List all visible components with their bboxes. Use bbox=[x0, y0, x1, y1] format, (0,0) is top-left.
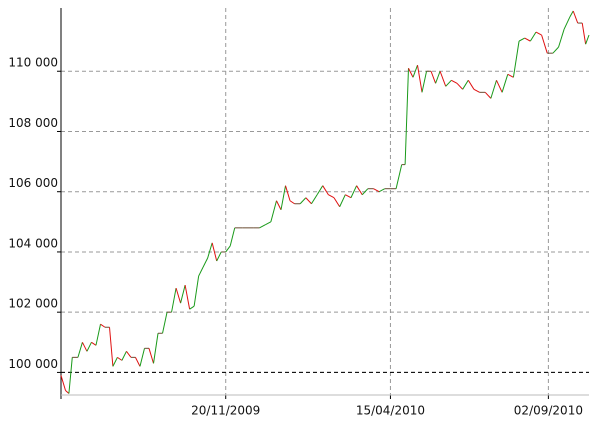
line-segment bbox=[529, 31, 537, 42]
line-segment bbox=[473, 88, 480, 93]
line-segment bbox=[569, 10, 574, 18]
line-segment bbox=[563, 16, 571, 30]
line-segment bbox=[496, 80, 503, 93]
line-segment bbox=[445, 79, 452, 87]
line-segment bbox=[259, 224, 266, 229]
line-segment bbox=[572, 10, 579, 24]
line-segment bbox=[171, 287, 177, 313]
line-segment bbox=[270, 200, 277, 222]
line-segment bbox=[316, 185, 324, 195]
line-segment bbox=[356, 185, 363, 195]
line-segment bbox=[225, 245, 231, 253]
line-segment bbox=[202, 257, 209, 268]
line-segment bbox=[581, 22, 587, 45]
line-segment bbox=[507, 73, 514, 78]
line-segment bbox=[207, 242, 213, 259]
line-segment bbox=[162, 312, 168, 334]
line-segment bbox=[484, 91, 492, 99]
line-segment bbox=[518, 37, 525, 42]
line-segment bbox=[552, 46, 559, 54]
line-segment bbox=[280, 185, 287, 210]
x-tick-label: 02/09/2010 bbox=[514, 404, 583, 418]
line-segment bbox=[189, 305, 195, 310]
line-segment bbox=[299, 197, 307, 205]
line-segment bbox=[541, 34, 548, 54]
line-segment bbox=[439, 71, 447, 87]
line-segment bbox=[430, 71, 437, 84]
line-segment bbox=[328, 194, 335, 199]
line-segment bbox=[60, 375, 66, 391]
line-segment bbox=[276, 200, 282, 211]
line-segment bbox=[490, 80, 497, 99]
line-segment bbox=[395, 164, 403, 189]
line-segment bbox=[524, 37, 531, 42]
line-segment bbox=[339, 194, 346, 207]
line-segment bbox=[95, 324, 101, 346]
line-segment bbox=[184, 284, 191, 310]
line-segment bbox=[417, 65, 423, 93]
line-segment bbox=[512, 41, 520, 78]
line-segment bbox=[311, 194, 318, 205]
line-segment bbox=[345, 194, 352, 199]
line-segment bbox=[305, 197, 312, 205]
line-segment bbox=[333, 197, 341, 208]
line-segment bbox=[68, 357, 73, 394]
line-segment bbox=[373, 188, 380, 193]
line-segment bbox=[135, 357, 141, 367]
line-segment bbox=[535, 31, 542, 36]
line-segment bbox=[117, 356, 123, 361]
line-segment bbox=[65, 390, 70, 394]
line-segment bbox=[193, 275, 200, 307]
y-tick-label: 110 000 bbox=[8, 56, 58, 70]
line-segment bbox=[198, 266, 204, 277]
line-segment bbox=[408, 68, 414, 78]
line-segment bbox=[289, 200, 295, 205]
line-segment bbox=[361, 188, 369, 196]
line-segment bbox=[216, 251, 222, 262]
y-tick-label: 100 000 bbox=[8, 357, 58, 371]
line-segment bbox=[558, 28, 565, 48]
line-segment bbox=[451, 79, 458, 84]
line-segment bbox=[126, 351, 132, 358]
line-segment bbox=[421, 71, 428, 93]
line-segment bbox=[153, 333, 159, 364]
line-segment bbox=[175, 287, 182, 304]
line-segment bbox=[350, 185, 358, 198]
line-segment bbox=[81, 342, 88, 352]
line-segment bbox=[86, 342, 92, 352]
line-segment bbox=[378, 188, 386, 193]
y-tick-label: 106 000 bbox=[8, 176, 58, 190]
x-tick-label: 15/04/2010 bbox=[356, 404, 425, 418]
line-segment bbox=[121, 351, 127, 361]
line-segment bbox=[462, 80, 469, 90]
line-segment bbox=[77, 342, 83, 358]
line-segment bbox=[456, 82, 464, 90]
line-segment bbox=[180, 284, 186, 304]
line-segment bbox=[285, 185, 291, 201]
line-segment bbox=[435, 71, 441, 84]
line-segment bbox=[148, 348, 154, 364]
line-segment bbox=[91, 341, 97, 346]
line-segment bbox=[264, 221, 272, 226]
line-segment bbox=[229, 227, 236, 247]
line-segment bbox=[404, 68, 409, 165]
line-segment bbox=[211, 242, 218, 262]
line-segment bbox=[322, 185, 329, 195]
line-segment bbox=[501, 74, 509, 93]
x-tick-label: 20/11/2009 bbox=[191, 404, 260, 418]
line-segment bbox=[467, 80, 475, 90]
line-segment bbox=[109, 327, 114, 367]
line-segment bbox=[100, 323, 106, 328]
line-segment bbox=[112, 357, 118, 367]
y-tick-label: 104 000 bbox=[8, 236, 58, 250]
line-segment bbox=[139, 348, 145, 367]
line-segment bbox=[412, 65, 418, 78]
y-tick-label: 108 000 bbox=[8, 116, 58, 130]
line-segment bbox=[585, 34, 590, 45]
y-tick-label: 102 000 bbox=[8, 297, 58, 311]
